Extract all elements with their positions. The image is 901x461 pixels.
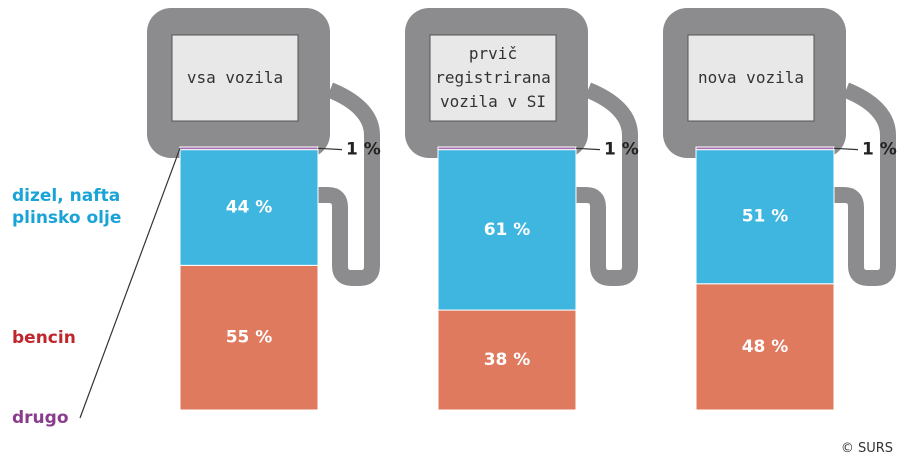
value-label: 44 % [226, 197, 273, 217]
category-label: vsa vozila [174, 37, 296, 119]
value-label: 1 % [346, 140, 381, 160]
bar-segment [438, 147, 576, 150]
category-label: nova vozila [690, 37, 812, 119]
bar-segment [696, 147, 834, 150]
category-label: prvič registrirana vozila v SI [432, 37, 554, 119]
value-label: 1 % [862, 140, 897, 160]
value-label: 1 % [604, 140, 639, 160]
chart: 55 % 44 % 1 % 38 % 61 % 1 % 48 % 51 % 1 % © SURS… [0, 0, 901, 461]
value-label: 38 % [484, 350, 531, 370]
legend-label: drugo [12, 407, 162, 429]
legend-label: bencin [12, 327, 162, 349]
value-label: 55 % [226, 328, 273, 348]
legend-label: dizel, nafta plinsko olje [12, 185, 162, 229]
value-label: 48 % [742, 337, 789, 357]
value-label: 61 % [484, 220, 531, 240]
source: © SURS [841, 438, 893, 460]
value-label: 51 % [742, 207, 789, 227]
bar-segment [180, 147, 318, 150]
